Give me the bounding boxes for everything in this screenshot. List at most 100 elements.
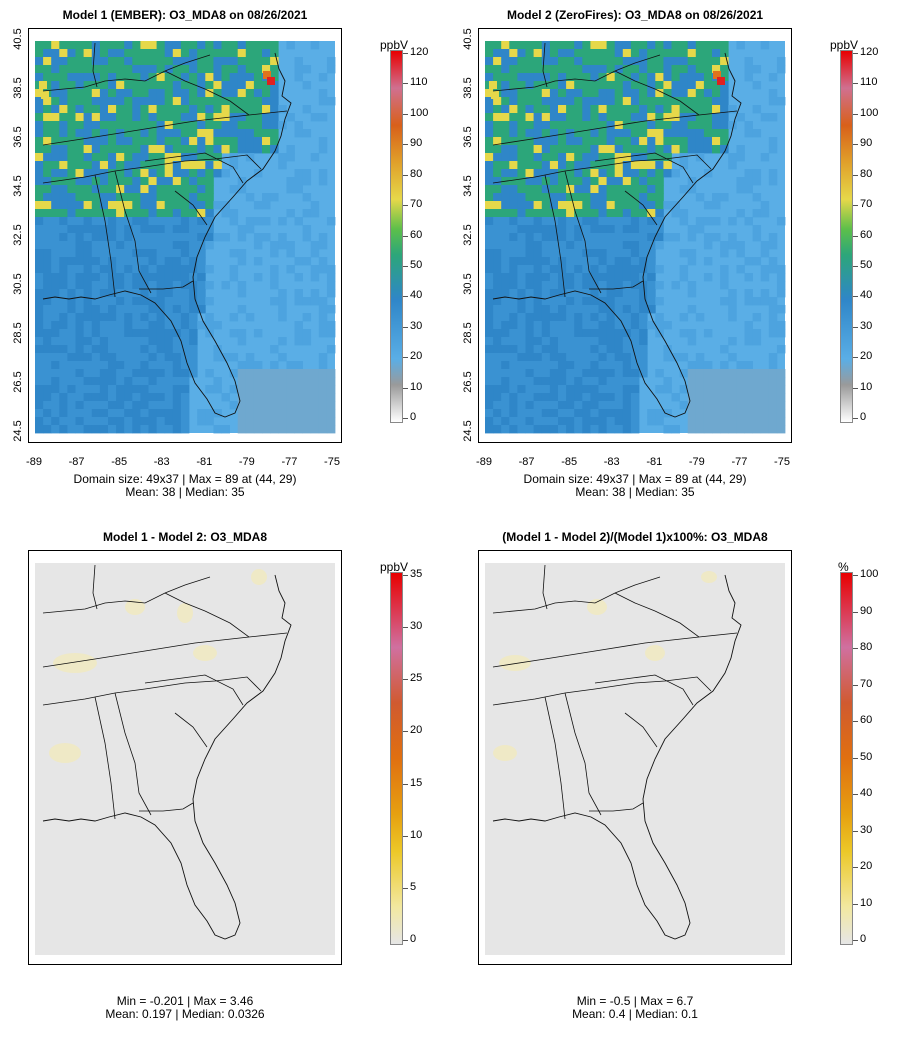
grid-cell [752, 369, 762, 378]
grid-cell [99, 105, 109, 114]
grid-cell [116, 241, 125, 250]
stats-line-2: Mean: 38 | Median: 35 [575, 485, 695, 499]
grid-cell [43, 137, 52, 146]
grid-cell [493, 329, 502, 338]
grid-cell [172, 305, 182, 314]
grid-cell [51, 321, 60, 330]
grid-cell [197, 121, 206, 130]
grid-cell [270, 145, 279, 154]
grid-cell [197, 305, 206, 314]
grid-cell [156, 409, 166, 418]
grid-cell [630, 113, 640, 122]
grid-cell [43, 177, 52, 186]
grid-cell [318, 401, 328, 410]
grid-cell [318, 113, 328, 122]
grid-cell [132, 217, 141, 226]
grid-cell [108, 49, 117, 58]
grid-cell [549, 329, 559, 338]
grid-cell [326, 409, 336, 418]
grid-cell [533, 265, 543, 274]
grid-cell [35, 425, 44, 434]
grid-cell [525, 337, 534, 346]
grid-cell [132, 57, 141, 66]
grid-cell [75, 217, 84, 226]
grid-cell [99, 377, 109, 386]
grid-cell [99, 137, 109, 146]
grid-cell [533, 281, 543, 290]
grid-cell [695, 41, 705, 50]
grid-cell [485, 369, 494, 378]
state-boundary [94, 174, 116, 298]
grid-cell [768, 297, 778, 306]
grid-cell [172, 41, 182, 50]
grid-cell [574, 321, 583, 330]
grid-cell [590, 193, 599, 202]
grid-cell [590, 409, 599, 418]
grid-cell [493, 57, 502, 66]
grid-cell [245, 105, 255, 114]
grid-cell [229, 81, 239, 90]
grid-cell [221, 353, 230, 362]
grid-cell [91, 417, 101, 426]
grid-cell [549, 369, 559, 378]
grid-cell [533, 369, 543, 378]
grid-cell [558, 201, 567, 210]
grid-cell [606, 161, 616, 170]
grid-cell [663, 409, 672, 418]
grid-cell [639, 89, 648, 98]
grid-cell [647, 145, 656, 154]
grid-cell [614, 73, 624, 82]
grid-cell [140, 329, 149, 338]
grid-cell [549, 273, 559, 282]
grid-cell [582, 257, 591, 266]
grid-cell [574, 313, 583, 322]
grid-cell [294, 425, 303, 434]
grid-cell [533, 329, 543, 338]
grid-cell [164, 313, 174, 322]
grid-cell [245, 409, 255, 418]
grid-cell [671, 281, 680, 290]
map-frame [28, 28, 342, 443]
grid-cell [197, 177, 206, 186]
grid-cell [229, 153, 239, 162]
grid-cell [140, 337, 149, 346]
grid-cell [253, 57, 263, 66]
grid-cell [598, 105, 607, 114]
grid-cell [35, 217, 44, 226]
grid-cell [509, 273, 518, 282]
grid-cell [517, 369, 526, 378]
grid-cell [574, 305, 583, 314]
grid-cell [622, 97, 632, 106]
grid-cell [679, 353, 689, 362]
grid-cell [606, 361, 616, 370]
grid-cell [736, 145, 745, 154]
grid-cell [132, 185, 141, 194]
grid-cell [91, 361, 101, 370]
grid-cell [205, 313, 214, 322]
grid-cell [229, 161, 239, 170]
grid-cell [606, 281, 616, 290]
grid-cell [622, 65, 632, 74]
grid-cell [75, 289, 84, 298]
grid-cell [671, 145, 680, 154]
grid-cell [116, 49, 125, 58]
grid-cell [517, 297, 526, 306]
grid-cell [647, 289, 656, 298]
grid-cell [124, 81, 133, 90]
grid-cell [639, 265, 648, 274]
grid-cell [485, 313, 494, 322]
grid-cell [245, 73, 255, 82]
grid-cell [326, 401, 336, 410]
grid-cell [622, 393, 632, 402]
grid-cell [35, 305, 44, 314]
grid-cell [35, 169, 44, 178]
grid-cell [549, 313, 559, 322]
grid-cell [493, 137, 502, 146]
grid-cell [75, 73, 84, 82]
grid-cell [687, 289, 697, 298]
grid-cell [663, 345, 672, 354]
grid-cell [768, 73, 778, 82]
grid-cell [237, 97, 247, 106]
grid-cell [501, 313, 510, 322]
grid-cell [189, 257, 198, 266]
